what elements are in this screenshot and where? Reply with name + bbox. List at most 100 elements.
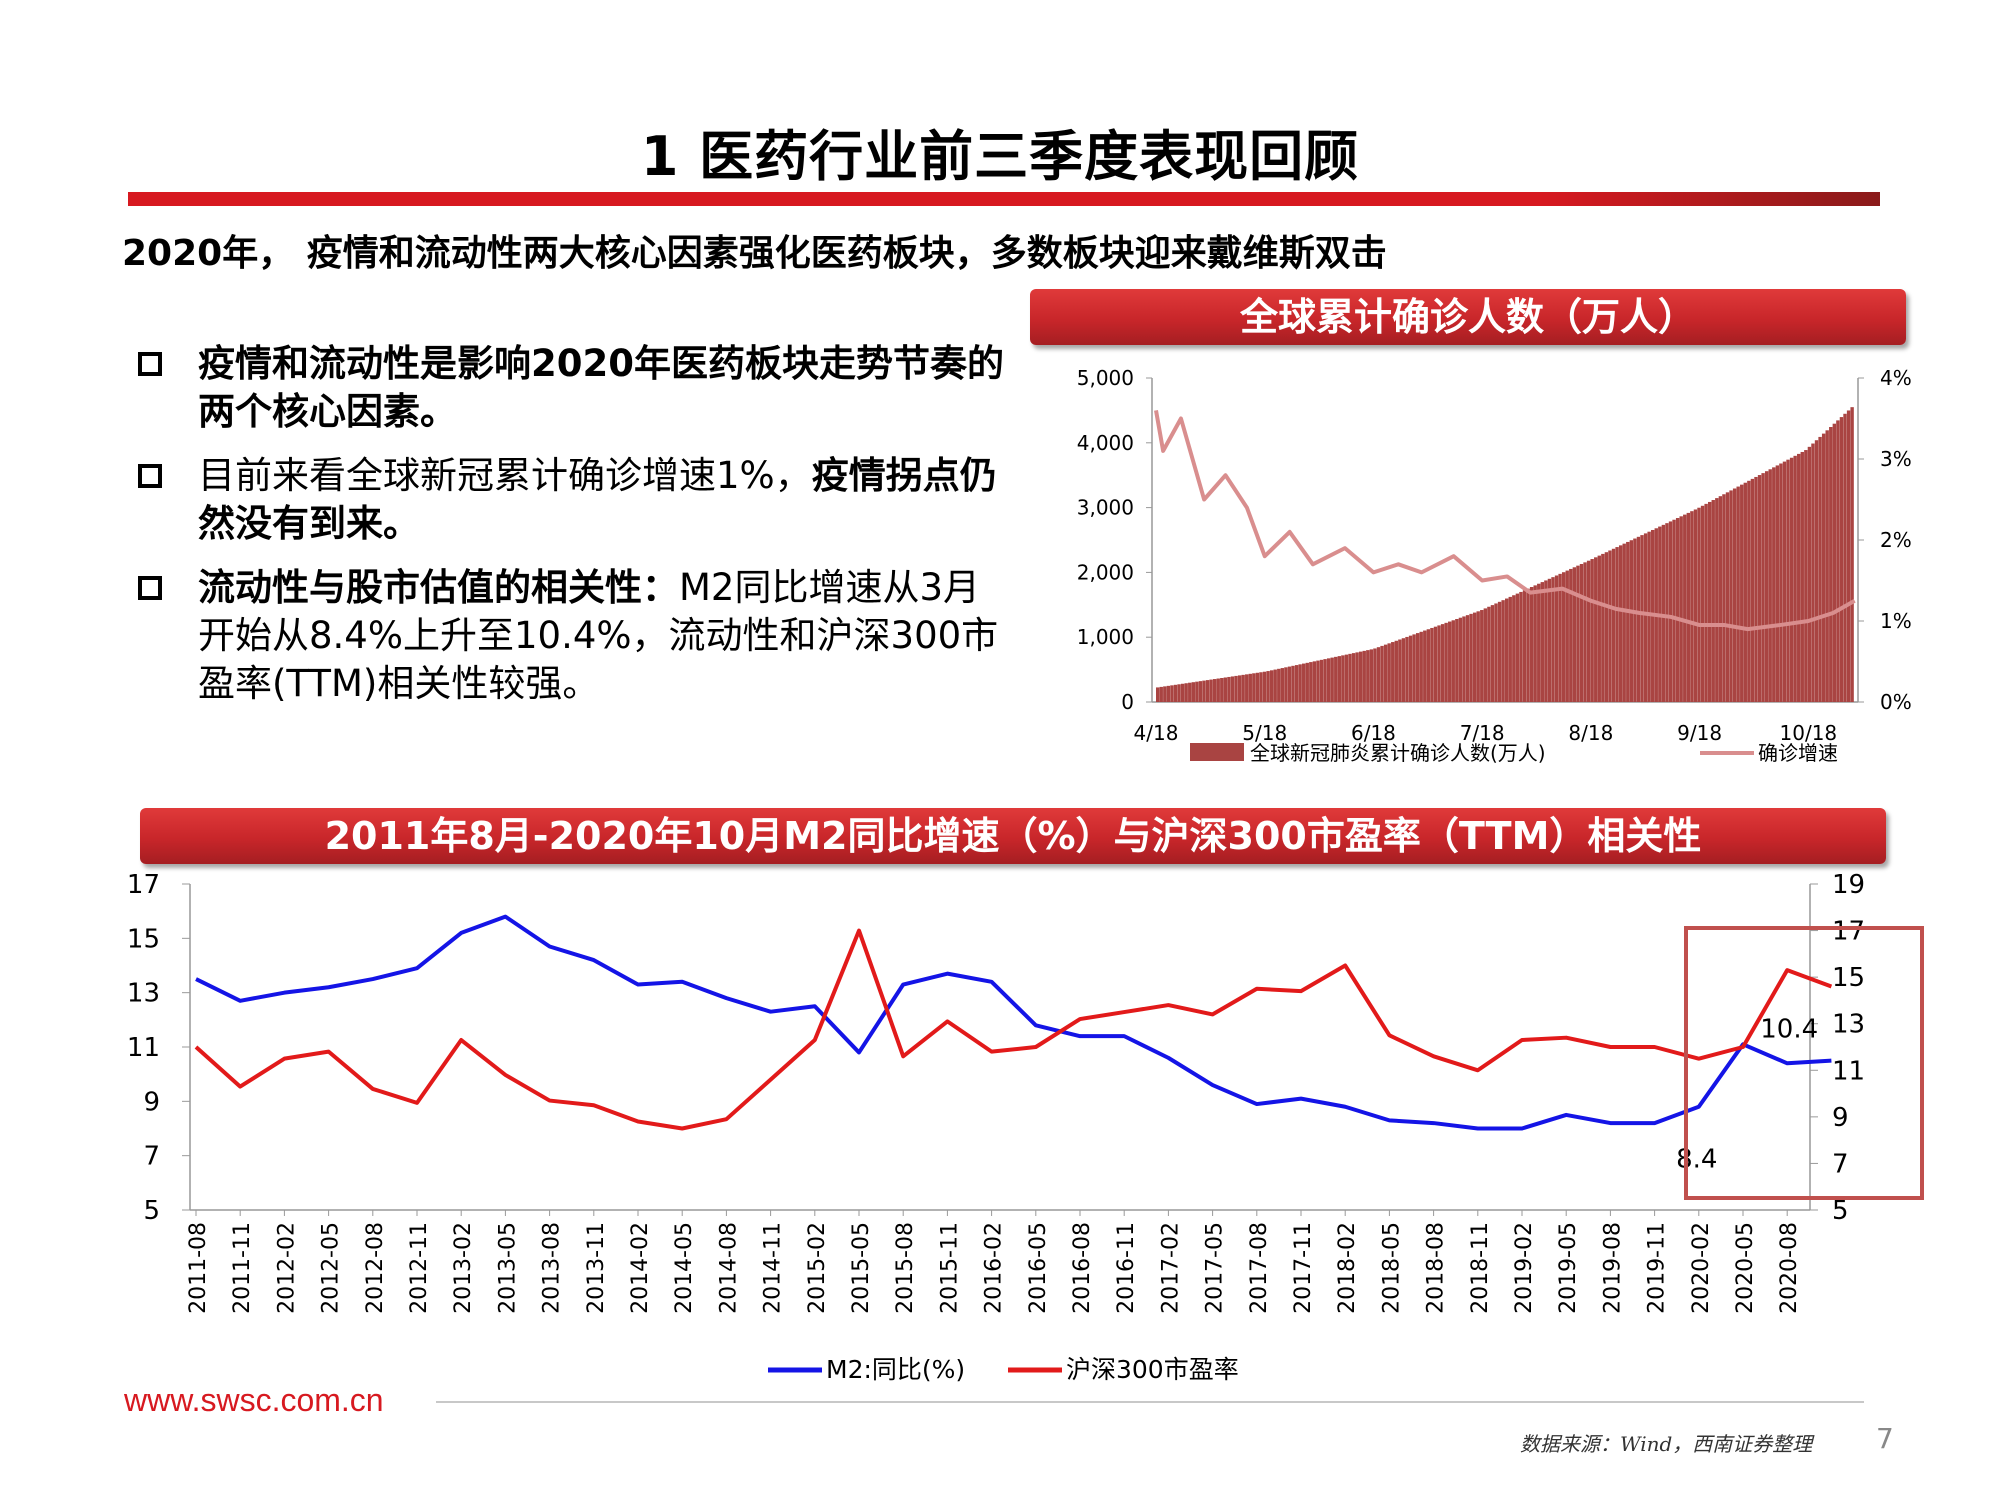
- cases-bar: [1373, 648, 1377, 702]
- cases-bar: [1558, 573, 1562, 702]
- cases-bar: [1198, 681, 1203, 702]
- cases-bar: [1586, 560, 1591, 702]
- x-tick-label: 2017-05: [1203, 1222, 1228, 1314]
- chart1-title-banner: 全球累计确诊人数（万人）: [1030, 289, 1906, 345]
- cases-bar: [1344, 654, 1349, 702]
- y-right-tick-label: 3%: [1880, 447, 1912, 471]
- cases-bar: [1537, 583, 1541, 702]
- bullet-item: 疫情和流动性是影响2020年医药板块走势节奏的两个核心因素。: [132, 340, 1012, 436]
- cases-bar: [1526, 588, 1530, 702]
- cases-bar: [1156, 687, 1160, 702]
- cases-bar: [1615, 547, 1619, 702]
- x-tick-label: 2019-05: [1556, 1222, 1581, 1314]
- x-tick-label: 2014-05: [672, 1222, 697, 1314]
- cases-bar: [1583, 562, 1587, 702]
- bullet-text: M2同比增速从3月开始从8.4%上升至10.4%，流动性和沪深300市盈率(TT…: [198, 566, 999, 705]
- footer-url[interactable]: www.swsc.com.cn: [124, 1382, 384, 1418]
- x-tick-label: 2017-11: [1291, 1222, 1316, 1314]
- cases-bar: [1647, 531, 1651, 702]
- y-left-tick-label: 2,000: [1077, 560, 1134, 584]
- legend-swatch-cases: [1190, 743, 1244, 761]
- y-left-tick-label: 11: [127, 1033, 160, 1063]
- y-right-tick-label: 15: [1832, 963, 1865, 993]
- cases-bar: [1747, 480, 1751, 702]
- cases-bar: [1700, 505, 1705, 702]
- cases-bar: [1839, 417, 1844, 702]
- cases-bar: [1554, 575, 1559, 702]
- cases-bar: [1291, 665, 1295, 702]
- m2-pe-chart: 17 15 13 11 9 7 5 19 17 15 13 11 9 7 5 2011-08 2011-11 20…: [127, 870, 1924, 1384]
- x-tick-label: 2016-05: [1026, 1222, 1051, 1314]
- bullet-list: 疫情和流动性是影响2020年医药板块走势节奏的两个核心因素。 目前来看全球新冠累…: [132, 340, 1012, 724]
- x-tick-label: 2016-02: [982, 1222, 1007, 1314]
- data-source-note: 数据来源：Wind，西南证券整理: [1520, 1432, 1813, 1456]
- highlight-box: [1684, 926, 1924, 1200]
- cases-bar: [1772, 467, 1776, 702]
- cases-bar: [1832, 423, 1837, 702]
- cases-bar: [1412, 634, 1416, 702]
- cases-bar: [1366, 650, 1370, 702]
- cases-bar: [1401, 638, 1406, 702]
- cases-bar: [1757, 475, 1762, 702]
- y-left-tick-label: 1,000: [1077, 625, 1134, 649]
- x-tick-label: 2018-11: [1468, 1222, 1493, 1314]
- cases-bar: [1358, 651, 1363, 702]
- cases-bar: [1675, 518, 1680, 702]
- cases-bar: [1269, 670, 1274, 702]
- cases-bar: [1408, 635, 1413, 702]
- cases-bar: [1715, 498, 1719, 702]
- cases-bar: [1294, 665, 1299, 702]
- x-tick-label: 8/18: [1568, 721, 1613, 745]
- cases-bar: [1383, 644, 1388, 702]
- cases-bar: [1505, 598, 1509, 702]
- x-tick-label: 2019-08: [1600, 1222, 1625, 1314]
- cases-bar: [1391, 642, 1395, 702]
- cases-bar: [1626, 541, 1630, 702]
- y-left-tick-label: 13: [127, 979, 160, 1009]
- cases-bar: [1455, 618, 1459, 702]
- page-subtitle: 2020年， 疫情和流动性两大核心因素强化医药板块，多数板块迎来戴维斯双击: [122, 233, 1387, 274]
- cases-bar: [1551, 577, 1555, 702]
- cases-bar: [1540, 582, 1544, 702]
- x-tick-label: 2020-08: [1777, 1222, 1802, 1314]
- cases-bar: [1764, 471, 1769, 702]
- cases-bar: [1209, 679, 1213, 702]
- cases-bar: [1163, 686, 1167, 702]
- bullet-bold-text: 疫情和流动性是影响2020年医药板块走势节奏的两个核心因素。: [198, 342, 1004, 433]
- page-number: 7: [1876, 1422, 1894, 1455]
- cases-bar: [1533, 585, 1537, 702]
- x-tick-label: 2020-02: [1689, 1222, 1714, 1314]
- y-right-tick-label: 0%: [1880, 690, 1912, 714]
- cases-bar: [1579, 563, 1584, 702]
- cases-bar: [1387, 643, 1391, 702]
- cases-bar: [1643, 533, 1648, 702]
- cases-bar: [1273, 669, 1277, 702]
- cases-bar: [1704, 503, 1708, 702]
- cases-bar: [1305, 662, 1309, 702]
- cases-bar: [1444, 622, 1448, 702]
- cases-bar: [1786, 459, 1790, 702]
- cases-bar: [1351, 653, 1356, 702]
- x-tick-label: 2012-02: [274, 1222, 299, 1314]
- cases-bar: [1448, 621, 1452, 702]
- cases-bar: [1572, 567, 1577, 702]
- cases-bar: [1451, 620, 1455, 702]
- x-tick-label: 9/18: [1677, 721, 1722, 745]
- cases-bar: [1173, 684, 1178, 702]
- x-tick-label: 2018-08: [1424, 1222, 1449, 1314]
- cases-bar: [1522, 590, 1527, 702]
- cases-bar: [1312, 661, 1317, 702]
- cases-bar: [1707, 501, 1712, 702]
- y-right-tick-label: 17: [1832, 917, 1865, 947]
- y-left-tick-label: 15: [127, 924, 160, 954]
- cases-bar: [1262, 671, 1267, 702]
- cases-bar: [1316, 660, 1320, 702]
- covid-cases-chart: 5,000 4,000 3,000 2,000 1,000 0 4% 3% 2% 1% 0% 4/18…: [1077, 366, 1912, 765]
- y-right-tick-label: 13: [1832, 1010, 1865, 1040]
- cases-bar: [1230, 676, 1235, 702]
- cases-bar: [1487, 606, 1491, 702]
- bullet-text: 目前来看全球新冠累计确诊增速1%，: [198, 454, 812, 497]
- cases-bar: [1818, 436, 1822, 702]
- cases-bar: [1205, 680, 1210, 702]
- cases-bar: [1740, 484, 1744, 702]
